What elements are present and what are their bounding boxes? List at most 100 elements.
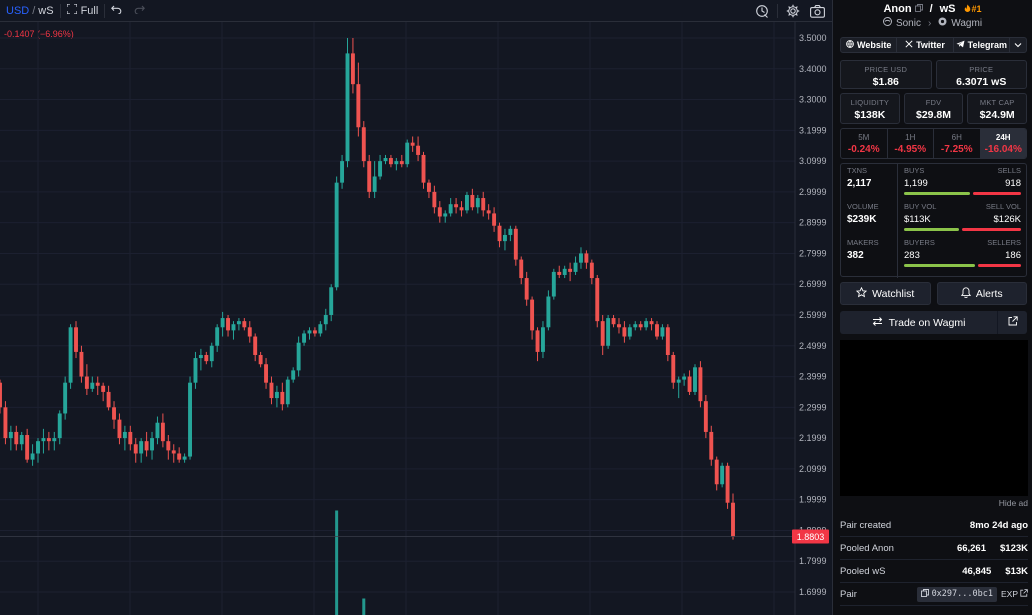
- y-tick-label: 2.8999: [799, 218, 827, 228]
- candle: [394, 158, 399, 171]
- watchlist-label: Watchlist: [872, 287, 915, 300]
- candle: [247, 321, 252, 343]
- tab-change: -0.24%: [847, 144, 880, 155]
- candle-body: [687, 376, 692, 392]
- sell-vol-bar: [962, 228, 1021, 231]
- candle-body: [188, 382, 192, 457]
- candle: [481, 191, 486, 217]
- pooled-quote-amount: 46,845: [962, 565, 992, 577]
- watchlist-button[interactable]: Watchlist: [840, 282, 931, 305]
- candle: [731, 493, 735, 540]
- candle-body: [671, 354, 676, 383]
- candle-body: [633, 324, 638, 328]
- dex-name[interactable]: Wagmi: [951, 17, 983, 29]
- fire-icon: [964, 4, 971, 14]
- trade-label: Trade on Wagmi: [888, 316, 966, 329]
- volume-row: VOLUME $239K BUY VOL SELL VOL $113K $126K: [841, 200, 1026, 236]
- candle-body: [367, 161, 372, 192]
- candle: [171, 444, 176, 463]
- candle: [378, 154, 383, 180]
- candle-body: [546, 296, 551, 328]
- tab-label: 1H: [905, 133, 916, 142]
- trade-button[interactable]: Trade on Wagmi: [840, 311, 997, 334]
- candle-body: [8, 431, 13, 439]
- tab-1h[interactable]: 1H -4.95%: [888, 129, 934, 158]
- ad-slot[interactable]: [840, 340, 1028, 496]
- candle: [437, 201, 442, 223]
- camera-icon[interactable]: [808, 2, 826, 20]
- market-cap-label: MKT CAP: [979, 98, 1015, 107]
- trade-external-button[interactable]: [997, 311, 1027, 334]
- candle-body: [443, 213, 448, 217]
- copy-icon[interactable]: [914, 3, 923, 15]
- tab-5m[interactable]: 5M -0.24%: [841, 129, 888, 158]
- telegram-link[interactable]: Telegram: [954, 38, 1010, 52]
- undo-button[interactable]: [105, 0, 128, 22]
- tab-change: -16.04%: [984, 144, 1022, 155]
- candle: [236, 318, 241, 331]
- currency-toggle[interactable]: USD / wS: [0, 0, 60, 22]
- y-tick-label: 3.4000: [799, 64, 827, 74]
- price-usd-box: PRICE USD $1.86: [840, 60, 932, 89]
- candle-body: [307, 330, 312, 334]
- twitter-link[interactable]: Twitter: [897, 38, 954, 52]
- price-boxes: PRICE USD $1.86 PRICE 6.3071 wS: [840, 60, 1027, 89]
- candle: [464, 191, 469, 214]
- candle: [215, 324, 220, 352]
- candle-body: [421, 154, 426, 183]
- hide-ad-link[interactable]: Hide ad: [998, 498, 1028, 508]
- candle-body: [296, 342, 301, 371]
- candle-body: [655, 324, 659, 337]
- candle: [410, 136, 415, 152]
- candle: [541, 321, 545, 359]
- candle-body: [242, 321, 247, 328]
- candle-body: [101, 385, 106, 392]
- buy-vol-value: $113K: [904, 214, 931, 225]
- pair-address-copy[interactable]: 0x297...0bc1: [916, 586, 997, 602]
- candle-body: [665, 327, 670, 355]
- timezone-icon[interactable]: [753, 2, 771, 20]
- buys-bar: [904, 192, 971, 195]
- external-link-icon: [1020, 589, 1028, 599]
- candle: [296, 336, 301, 377]
- trade-stats: TXNS 2,117 BUYS SELLS 1,199 918 VOLUME $23…: [840, 163, 1027, 278]
- fdv-label: FDV: [925, 98, 942, 107]
- candle: [671, 351, 676, 389]
- y-tick-label: 2.5999: [799, 310, 827, 320]
- currency-usd[interactable]: USD: [6, 4, 30, 17]
- makers-value: 382: [847, 250, 864, 261]
- token-info-panel: Anon / wS #1 Sonic › Wagmi: [832, 0, 1032, 615]
- trade-bar: Trade on Wagmi: [840, 311, 1027, 334]
- alerts-button[interactable]: Alerts: [936, 282, 1027, 305]
- explorer-link[interactable]: EXP: [1001, 589, 1028, 599]
- candle: [188, 376, 192, 460]
- website-link[interactable]: Website: [841, 38, 898, 52]
- y-tick-label: 2.1999: [799, 433, 827, 443]
- tab-6h[interactable]: 6H -7.25%: [934, 129, 981, 158]
- candle: [383, 154, 388, 165]
- fullscreen-button[interactable]: Full: [61, 0, 105, 22]
- candle: [617, 318, 621, 334]
- chart-panel[interactable]: USD / wS Full: [0, 0, 832, 615]
- settings-gear-icon[interactable]: [784, 2, 802, 20]
- candle: [655, 321, 659, 340]
- candle: [693, 364, 697, 396]
- candle: [0, 379, 2, 414]
- chart-toolbar: USD / wS Full: [0, 0, 832, 22]
- pooled-base-row: Pooled Anon 66,261 $123K: [840, 537, 1028, 560]
- candle-body: [177, 453, 182, 460]
- fdv-box: FDV $29.8M: [903, 93, 964, 124]
- candle-body: [25, 435, 30, 460]
- candlestick-chart[interactable]: 3.5000 3.4000 3.3000 3.1999 3.0999 2.9999 2.89…: [0, 22, 832, 615]
- links-dropdown[interactable]: [1010, 38, 1026, 52]
- candle-body: [557, 271, 562, 275]
- chain-name[interactable]: Sonic: [895, 17, 921, 29]
- y-tick-label: 2.0999: [799, 464, 827, 474]
- y-tick-label: 3.0999: [799, 156, 827, 166]
- candle: [486, 204, 491, 220]
- candle-body: [112, 407, 116, 420]
- currency-quote[interactable]: wS: [38, 4, 54, 17]
- redo-button[interactable]: [128, 0, 151, 22]
- tab-24h[interactable]: 24H -16.04%: [980, 129, 1026, 158]
- candle-body: [340, 161, 345, 183]
